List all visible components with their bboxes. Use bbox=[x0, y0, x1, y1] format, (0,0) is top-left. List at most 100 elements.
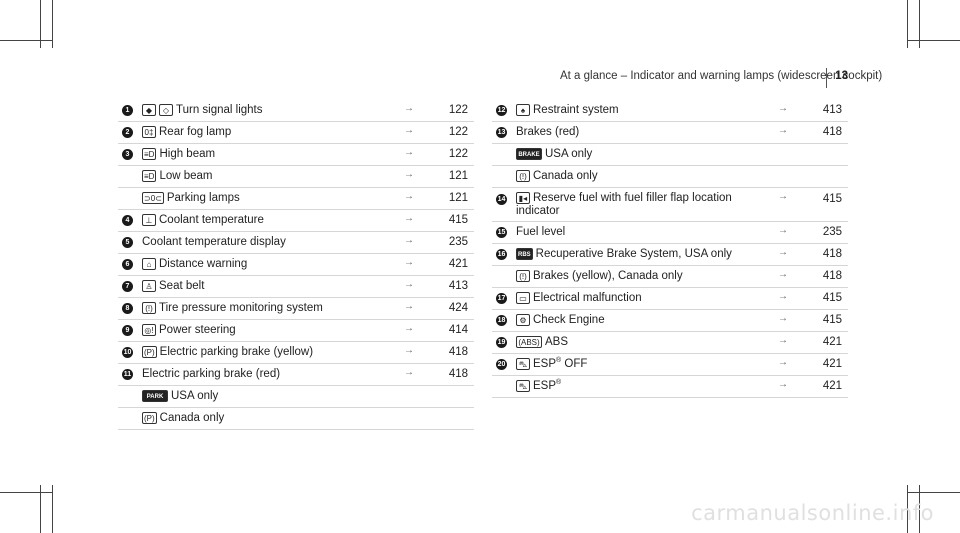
warning-lamp-icon: (!) bbox=[142, 301, 156, 314]
item-number-badge: 16 bbox=[496, 249, 507, 260]
table-row: BRAKE USA only bbox=[492, 144, 848, 166]
row-label: BRAKE USA only bbox=[516, 144, 592, 165]
item-number-badge: 10 bbox=[122, 347, 133, 358]
table-row: 12 ♠ Restraint system → 413 bbox=[492, 100, 848, 122]
warning-lamp-icon: ◆ bbox=[142, 103, 156, 116]
row-label-text: Canada only bbox=[159, 412, 225, 424]
row-label-text: High beam bbox=[159, 148, 216, 160]
item-number-badge: 13 bbox=[496, 127, 507, 138]
crop-mark bbox=[919, 0, 920, 48]
crop-mark bbox=[919, 485, 920, 533]
warning-lamp-icon: ≡D bbox=[142, 147, 157, 160]
row-label-text: Tire pressure monitoring system bbox=[159, 302, 323, 314]
item-number-badge: 2 bbox=[122, 127, 133, 138]
item-number-badge: 5 bbox=[122, 237, 133, 248]
warning-lamp-icon: ▮◂ bbox=[516, 192, 530, 204]
item-number-badge: 18 bbox=[496, 315, 507, 326]
row-label: (!) Tire pressure monitoring system bbox=[142, 298, 323, 319]
table-row: (!) Canada only bbox=[492, 166, 848, 188]
item-number-badge: 14 bbox=[496, 194, 507, 205]
arrow-icon: → bbox=[404, 235, 414, 246]
table-row: ⛍ ESP® → 421 bbox=[492, 376, 848, 398]
table-row: PARK USA only bbox=[118, 386, 474, 408]
row-label-text: Coolant temperature display bbox=[142, 236, 286, 248]
row-label: ▮◂ Reserve fuel with fuel filler flap loc… bbox=[516, 192, 732, 218]
table-row: 14 ▮◂ Reserve fuel with fuel filler flap l… bbox=[492, 188, 848, 222]
crop-mark bbox=[907, 0, 908, 48]
crop-mark bbox=[0, 492, 52, 493]
arrow-icon: → bbox=[404, 191, 414, 202]
header-title: At a glance – Indicator and warning lamp… bbox=[560, 70, 883, 82]
warning-lamp-icon: ⌂ bbox=[142, 257, 156, 270]
item-number-badge: 1 bbox=[122, 105, 133, 116]
table-row: 17 ▭ Electrical malfunction → 415 bbox=[492, 288, 848, 310]
page-reference: 424 bbox=[448, 302, 468, 314]
row-label-text: Fuel level bbox=[516, 226, 566, 238]
row-label: ◆ ◇ Turn signal lights bbox=[142, 100, 263, 121]
row-label-text: Check Engine bbox=[533, 314, 605, 326]
arrow-icon: → bbox=[778, 335, 788, 346]
table-row: 5 Coolant temperature display → 235 bbox=[118, 232, 474, 254]
table-row: 2 0‡ Rear fog lamp → 122 bbox=[118, 122, 474, 144]
row-label: (!) Brakes (yellow), Canada only bbox=[516, 266, 683, 287]
arrow-icon: → bbox=[778, 247, 788, 258]
table-row: 7 ♙ Seat belt → 413 bbox=[118, 276, 474, 298]
registered-mark: ® bbox=[556, 379, 562, 387]
row-label: PARK USA only bbox=[142, 386, 218, 407]
table-row: ⊃0⊂ Parking lamps → 121 bbox=[118, 188, 474, 210]
arrow-icon: → bbox=[404, 279, 414, 290]
row-label-text: Brakes (yellow), Canada only bbox=[533, 270, 683, 282]
table-row: 6 ⌂ Distance warning → 421 bbox=[118, 254, 474, 276]
warning-lamp-icon: ≡D bbox=[142, 169, 157, 182]
page-reference: 421 bbox=[822, 380, 842, 392]
table-row: 19 (ABS) ABS → 421 bbox=[492, 332, 848, 354]
item-number-badge: 8 bbox=[122, 303, 133, 314]
warning-lamp-icon: ◎! bbox=[142, 323, 156, 336]
warning-lamp-icon: ♠ bbox=[516, 103, 530, 116]
page-reference: 414 bbox=[448, 324, 468, 336]
left-lamp-table: 1 ◆ ◇ Turn signal lights → 122 2 0‡ Rear fog lam… bbox=[118, 100, 474, 430]
row-label: (ABS) ABS bbox=[516, 332, 568, 353]
crop-mark bbox=[52, 485, 53, 533]
row-label: ⛍ ESP® OFF bbox=[516, 354, 587, 375]
row-label: ⊃0⊂ Parking lamps bbox=[142, 188, 240, 209]
item-number-badge: 3 bbox=[122, 149, 133, 160]
arrow-icon: → bbox=[778, 357, 788, 368]
item-number-badge: 12 bbox=[496, 105, 507, 116]
warning-lamp-icon: ⚙ bbox=[516, 313, 530, 326]
warning-lamp-icon: BRAKE bbox=[516, 147, 542, 160]
table-row: 20 ⛍ ESP® OFF → 421 bbox=[492, 354, 848, 376]
row-label: ⊥ Coolant temperature bbox=[142, 210, 264, 231]
item-number-badge: 6 bbox=[122, 259, 133, 270]
row-label-text: Seat belt bbox=[159, 280, 205, 292]
page-reference: 415 bbox=[822, 193, 842, 205]
row-label-line2: indicator bbox=[516, 205, 560, 218]
page-reference: 418 bbox=[822, 270, 842, 282]
page-reference: 421 bbox=[822, 336, 842, 348]
watermark: carmanualsonline.info bbox=[691, 501, 934, 525]
page-reference: 418 bbox=[822, 248, 842, 260]
page-reference: 415 bbox=[822, 314, 842, 326]
row-label: (P) Canada only bbox=[142, 408, 224, 429]
page-reference: 415 bbox=[822, 292, 842, 304]
crop-mark bbox=[907, 492, 960, 493]
table-row: 9 ◎! Power steering → 414 bbox=[118, 320, 474, 342]
table-row: 15 Fuel level → 235 bbox=[492, 222, 848, 244]
table-row: 16 RBS Recuperative Brake System, USA only… bbox=[492, 244, 848, 266]
page-number: 13 bbox=[835, 70, 848, 82]
arrow-icon: → bbox=[404, 147, 414, 158]
item-number-badge: 20 bbox=[496, 359, 507, 370]
item-number-badge: 19 bbox=[496, 337, 507, 348]
warning-lamp-icon: ◇ bbox=[159, 103, 173, 116]
row-label-text: Reserve fuel with fuel filler flap locat… bbox=[533, 192, 732, 205]
item-number-badge: 9 bbox=[122, 325, 133, 336]
row-label: Brakes (red) bbox=[516, 122, 579, 143]
row-label-text: USA only bbox=[545, 148, 593, 160]
page-reference: 413 bbox=[448, 280, 468, 292]
crop-mark bbox=[907, 40, 960, 41]
row-label: Electric parking brake (red) bbox=[142, 364, 280, 385]
warning-lamp-icon: (!) bbox=[516, 169, 530, 182]
page-reference: 413 bbox=[822, 104, 842, 116]
item-number-badge: 11 bbox=[122, 369, 133, 380]
table-row: ≡D Low beam → 121 bbox=[118, 166, 474, 188]
